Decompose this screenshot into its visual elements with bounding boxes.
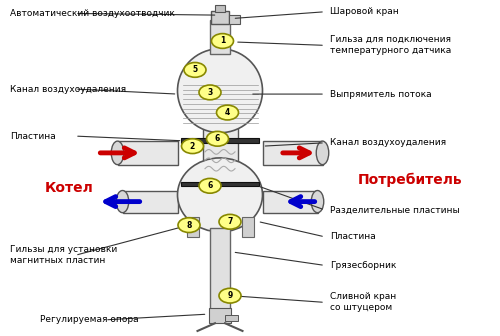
- FancyBboxPatch shape: [229, 15, 240, 24]
- Text: Котел: Котел: [45, 181, 94, 195]
- FancyBboxPatch shape: [186, 217, 198, 237]
- FancyBboxPatch shape: [181, 182, 259, 186]
- Text: Регулируемая опора: Регулируемая опора: [40, 316, 138, 324]
- FancyBboxPatch shape: [181, 138, 259, 143]
- Ellipse shape: [116, 191, 129, 213]
- Circle shape: [219, 214, 241, 229]
- FancyBboxPatch shape: [211, 11, 229, 24]
- FancyBboxPatch shape: [215, 5, 225, 12]
- FancyBboxPatch shape: [225, 315, 237, 321]
- Circle shape: [219, 288, 241, 303]
- Text: 2: 2: [190, 142, 195, 151]
- Ellipse shape: [178, 158, 262, 232]
- FancyBboxPatch shape: [242, 217, 254, 237]
- Text: Гильзы для установки
магнитных пластин: Гильзы для установки магнитных пластин: [10, 245, 117, 265]
- Circle shape: [182, 139, 204, 154]
- Ellipse shape: [316, 141, 329, 165]
- Text: Гильза для подключения
температурного датчика: Гильза для подключения температурного да…: [330, 35, 451, 55]
- FancyBboxPatch shape: [209, 308, 231, 323]
- Text: 8: 8: [186, 221, 192, 229]
- Text: Сливной кран
со штуцером: Сливной кран со штуцером: [330, 292, 396, 312]
- Circle shape: [206, 131, 229, 146]
- Text: 6: 6: [208, 181, 212, 190]
- Text: Пластина: Пластина: [330, 233, 376, 241]
- Ellipse shape: [311, 191, 324, 213]
- Text: 6: 6: [215, 134, 220, 143]
- FancyBboxPatch shape: [118, 141, 178, 165]
- Text: Шаровой кран: Шаровой кран: [330, 7, 399, 16]
- FancyBboxPatch shape: [210, 228, 230, 309]
- Text: Канал воздухоудаления: Канал воздухоудаления: [10, 85, 126, 93]
- Text: 3: 3: [208, 88, 212, 97]
- Text: Канал воздухоудаления: Канал воздухоудаления: [330, 138, 446, 147]
- Text: Автоматический воздухоотводчик: Автоматический воздухоотводчик: [10, 9, 175, 18]
- Text: 7: 7: [228, 217, 232, 226]
- Text: 4: 4: [225, 108, 230, 117]
- Ellipse shape: [178, 49, 262, 133]
- Text: Выпрямитель потока: Выпрямитель потока: [330, 90, 432, 98]
- FancyBboxPatch shape: [262, 141, 322, 165]
- Ellipse shape: [112, 141, 124, 165]
- FancyBboxPatch shape: [202, 118, 237, 202]
- Circle shape: [199, 85, 221, 100]
- FancyBboxPatch shape: [210, 20, 230, 54]
- Text: Разделительные пластины: Разделительные пластины: [330, 206, 460, 214]
- Circle shape: [216, 105, 238, 120]
- Text: 5: 5: [192, 66, 198, 74]
- Text: 1: 1: [220, 37, 225, 45]
- Circle shape: [178, 218, 200, 233]
- Text: Потребитель: Потребитель: [358, 173, 462, 187]
- Circle shape: [212, 34, 234, 48]
- Text: Пластина: Пластина: [10, 132, 56, 140]
- Circle shape: [184, 62, 206, 77]
- Text: Грязесборник: Грязесборник: [330, 261, 396, 270]
- Circle shape: [199, 178, 221, 193]
- FancyBboxPatch shape: [262, 191, 318, 213]
- Text: 9: 9: [228, 291, 232, 300]
- FancyBboxPatch shape: [122, 191, 178, 213]
